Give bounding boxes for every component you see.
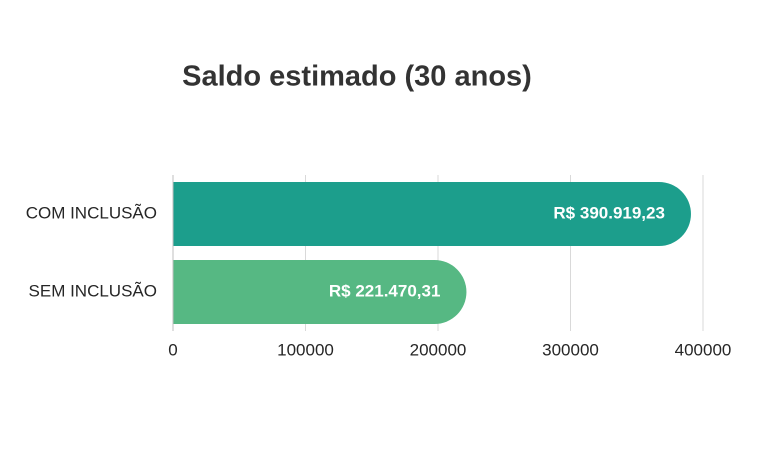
bar bbox=[173, 260, 467, 324]
x-tick-label: 400000 bbox=[675, 340, 732, 359]
x-tick-label: 200000 bbox=[410, 340, 467, 359]
x-tick-label: 100000 bbox=[277, 340, 334, 359]
y-tick-label: COM INCLUSÃO bbox=[26, 203, 157, 222]
x-tick-label: 0 bbox=[168, 340, 177, 359]
value-label: R$ 390.919,23 bbox=[553, 203, 665, 222]
bar bbox=[173, 182, 691, 246]
value-label: R$ 221.470,31 bbox=[329, 281, 441, 300]
chart-title: Saldo estimado (30 anos) bbox=[182, 61, 532, 93]
x-tick-label: 300000 bbox=[542, 340, 599, 359]
y-tick-label: SEM INCLUSÃO bbox=[29, 281, 157, 300]
